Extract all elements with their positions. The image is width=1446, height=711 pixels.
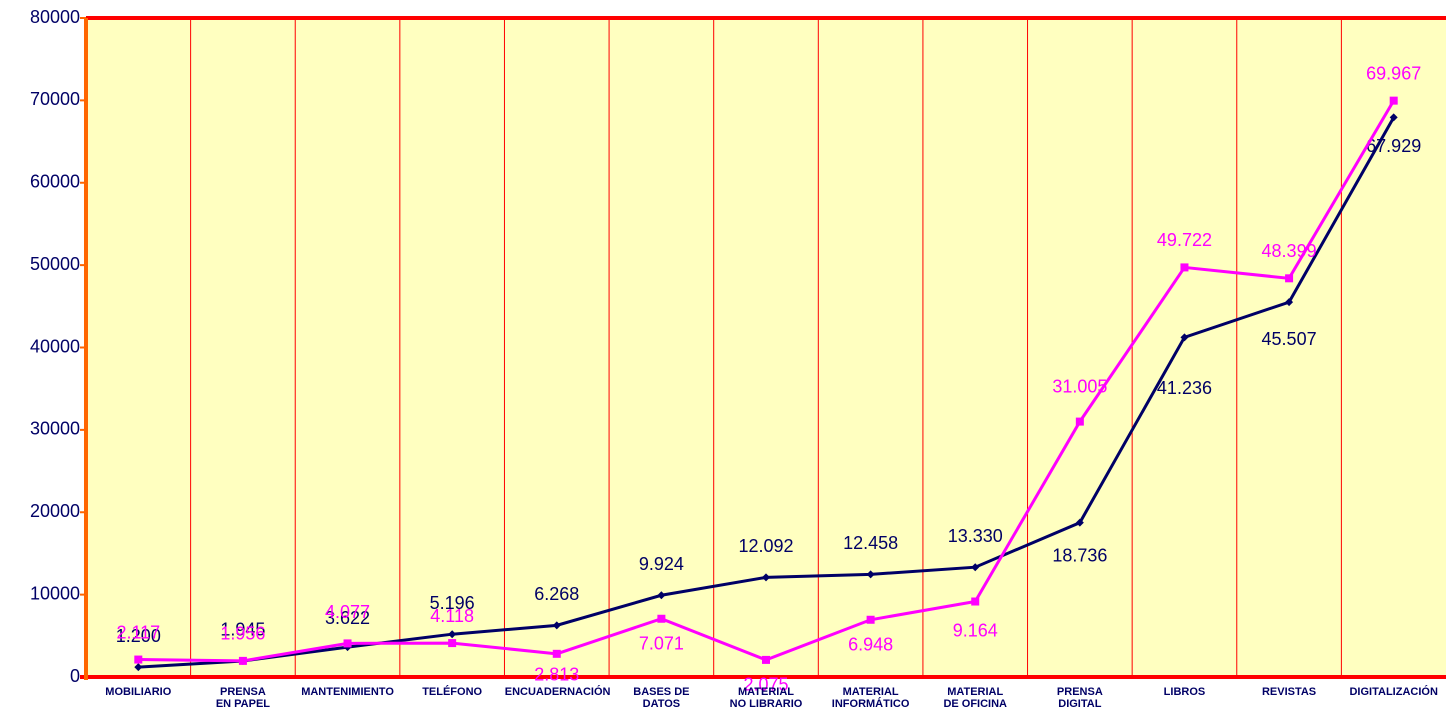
data-label: 1.956 [220, 624, 265, 644]
marker [134, 655, 143, 664]
marker [657, 614, 666, 623]
x-tick-label: DIGITALIZACIÓN [1349, 686, 1438, 698]
marker [762, 573, 770, 582]
marker [552, 621, 561, 630]
x-tick-label: BASES DE DATOS [633, 686, 690, 710]
data-label: 2.075 [743, 675, 788, 695]
marker [1075, 417, 1084, 426]
data-label: 1.945 [220, 620, 265, 640]
marker [657, 591, 666, 600]
y-tick-label: 10000 [30, 583, 80, 603]
data-label: 69.967 [1366, 63, 1421, 83]
marker [971, 563, 980, 572]
x-tick-label: MATERIAL NO LIBRARIO [729, 686, 803, 710]
y-tick-label: 50000 [30, 254, 80, 274]
marker [971, 597, 980, 606]
data-label: 13.330 [948, 526, 1003, 546]
data-label: 41.236 [1157, 378, 1212, 398]
data-label: 2.813 [534, 665, 579, 685]
data-label: 31.005 [1052, 376, 1107, 396]
data-label: 6.268 [534, 584, 579, 604]
marker [343, 639, 352, 648]
data-label: 7.071 [639, 634, 684, 654]
marker [1389, 113, 1398, 122]
x-tick-label: LIBROS [1163, 686, 1206, 698]
y-tick-label: 20000 [30, 501, 80, 521]
y-tick-label: 0 [70, 666, 80, 686]
marker [1180, 333, 1189, 342]
y-tick-label: 70000 [30, 89, 80, 109]
data-label: 9.164 [953, 620, 998, 640]
x-tick-label: PRENSA DIGITAL [1056, 686, 1103, 710]
marker [448, 630, 457, 639]
data-label: 49.722 [1157, 230, 1212, 250]
marker [1180, 263, 1189, 272]
marker [238, 656, 247, 665]
x-tick-label: ENCUADERNACIÓN [504, 686, 611, 698]
data-label: 12.458 [843, 533, 898, 553]
data-label: 5.196 [430, 593, 475, 613]
x-tick-label: TELÉFONO [422, 686, 483, 698]
plot-area [86, 18, 1446, 677]
data-label: 12.092 [738, 536, 793, 556]
x-tick-label: REVISTAS [1261, 686, 1317, 698]
marker [552, 649, 561, 658]
x-tick-label: MATERIAL DE OFICINA [943, 686, 1007, 710]
y-tick-label: 40000 [30, 336, 80, 356]
data-label: 67.929 [1366, 136, 1421, 156]
data-label: 3.622 [325, 608, 370, 628]
marker [866, 570, 875, 579]
data-label: 18.736 [1052, 545, 1107, 565]
marker [866, 615, 875, 624]
marker [1075, 518, 1084, 527]
x-tick-label: MOBILIARIO [105, 686, 172, 698]
marker [1285, 274, 1294, 283]
x-tick-label: MATERIAL INFORMÁTICO [831, 686, 910, 710]
marker [762, 655, 770, 664]
data-label: 4.118 [430, 606, 474, 626]
data-label: 2.117 [116, 622, 160, 642]
x-tick-label: MANTENIMIENTO [301, 686, 394, 698]
marker [448, 639, 457, 648]
marker [1389, 96, 1398, 105]
data-label: 1.200 [116, 626, 161, 646]
data-label: 48.399 [1262, 241, 1317, 261]
y-tick-label: 30000 [30, 419, 80, 439]
y-tick-label: 80000 [30, 7, 80, 27]
x-tick-label: PRENSA EN PAPEL [215, 686, 271, 710]
data-label: 9.924 [639, 554, 684, 574]
data-label: 45.507 [1262, 329, 1317, 349]
data-label: 6.948 [848, 635, 893, 655]
marker [1285, 298, 1294, 307]
y-tick-label: 60000 [30, 172, 80, 192]
data-label: 4.077 [325, 602, 370, 622]
marker [134, 663, 143, 672]
